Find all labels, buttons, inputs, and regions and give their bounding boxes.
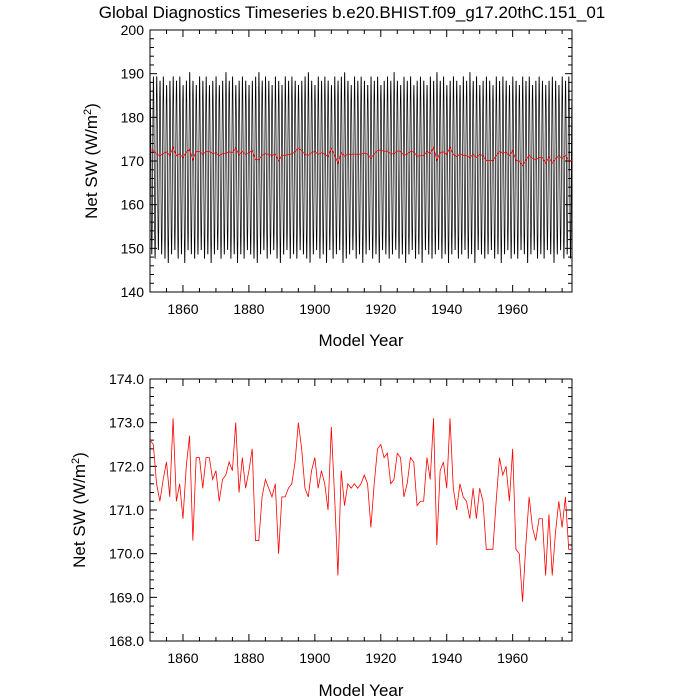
top-panel-series (149, 72, 573, 264)
y-tick-label: 180 (121, 109, 145, 125)
top-panel-y-label-sup: 2 (82, 109, 94, 115)
annual-mean-line (149, 146, 572, 167)
y-tick-label: 172.0 (109, 458, 144, 474)
bottom-panel-series (149, 418, 572, 602)
y-tick-label: 171.0 (109, 502, 144, 518)
x-tick-label: 1880 (233, 650, 264, 666)
y-tick-label: 150 (121, 240, 145, 256)
top-panel: 1860 1880 1900 1920 1940 1960 140 150 160 170 180 1… (82, 22, 573, 350)
x-tick-label: 1960 (497, 301, 528, 317)
y-tick-label: 174.0 (109, 371, 144, 387)
bottom-panel-y-label-main: Net SW (W/m (70, 464, 89, 568)
bottom-panel-ticks: 1860 1880 1900 1920 1940 1960 168.0 169.0 170.0 1… (109, 371, 572, 666)
y-tick-label: 170.0 (109, 546, 144, 562)
y-tick-label: 200 (121, 22, 145, 38)
top-panel-ticks: 1860 1880 1900 1920 1940 1960 140 150 160 170 180 1… (121, 22, 572, 317)
bottom-panel-x-label: Model Year (318, 681, 403, 700)
monthly-series-line (149, 72, 573, 264)
y-tick-label: 160 (121, 197, 145, 213)
top-panel-y-label-tail: ) (82, 103, 101, 109)
bottom-panel: 1860 1880 1900 1920 1940 1960 168.0 169.0 170.0 1… (70, 371, 573, 700)
bottom-panel-y-label-tail: ) (70, 452, 89, 458)
top-panel-y-label-main: Net SW (W/m (82, 115, 101, 219)
figure-title: Global Diagnostics Timeseries b.e20.BHIS… (99, 3, 606, 22)
bottom-panel-frame (149, 378, 573, 642)
bottom-panel-y-label-sup: 2 (70, 458, 82, 464)
x-tick-label: 1900 (299, 650, 330, 666)
y-tick-label: 170 (121, 153, 145, 169)
y-tick-label: 169.0 (109, 589, 144, 605)
x-tick-label: 1960 (497, 650, 528, 666)
y-tick-label: 140 (121, 284, 145, 300)
top-panel-y-label: Net SW (W/m2) (82, 103, 101, 219)
y-tick-label: 190 (121, 66, 145, 82)
y-tick-label: 173.0 (109, 415, 144, 431)
x-tick-label: 1860 (167, 650, 198, 666)
annual-mean-line (149, 418, 572, 602)
x-tick-label: 1920 (365, 301, 396, 317)
y-tick-label: 168.0 (109, 633, 144, 649)
top-panel-x-label: Model Year (318, 331, 403, 350)
bottom-panel-y-label: Net SW (W/m2) (70, 452, 89, 568)
x-tick-label: 1880 (233, 301, 264, 317)
x-tick-label: 1860 (167, 301, 198, 317)
x-tick-label: 1900 (299, 301, 330, 317)
x-tick-label: 1940 (431, 301, 462, 317)
x-tick-label: 1920 (365, 650, 396, 666)
x-tick-label: 1940 (431, 650, 462, 666)
